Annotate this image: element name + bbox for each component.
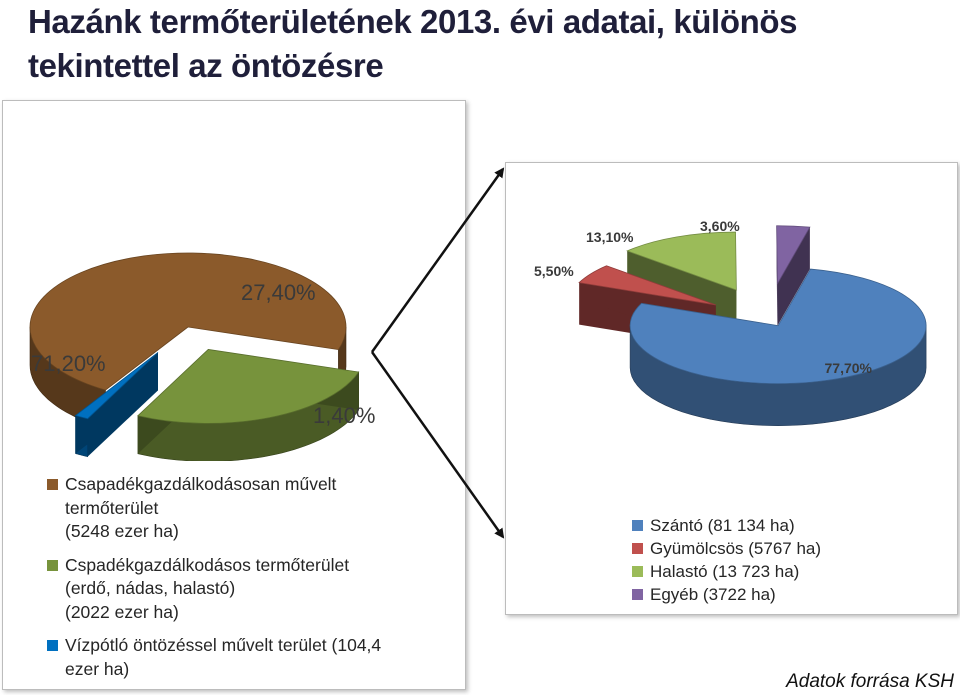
land-use-data-label-71-20: 71,20% — [31, 351, 106, 376]
legend-irrigated-line-2: ezer ha) — [65, 658, 130, 679]
irrigated-area-pie-chart: 77,70% 5,50% 13,10% 3,60% — [534, 218, 927, 427]
irrigated-area-legend: Szántó (81 134 ha) Gyümölcsös (5767 ha) … — [632, 514, 952, 606]
land-use-slice-cut-1-40 — [75, 352, 158, 454]
page-title: Hazánk termőterületének 2013. évi adatai… — [28, 0, 797, 88]
legend-irrigated-line-1: Vízpótló öntözéssel művelt terület (104,… — [65, 635, 382, 655]
title-line-1: Hazánk termőterületének 2013. évi adatai… — [28, 3, 798, 40]
land-use-data-label-1-40: 1,40% — [313, 403, 375, 428]
land-use-data-label-27-40: 27,40% — [241, 280, 316, 305]
legend-item-other: Egyéb (3722 ha) — [632, 583, 952, 606]
legend-swatch-arable — [632, 520, 643, 531]
land-use-chart-panel: 71,20% 27,40% 1,40% Csapadékgazdálkodásosa… — [2, 100, 466, 690]
legend-forest-line-1: Cspadékgazdálkodásos termőterület — [65, 554, 350, 575]
legend-item-arable: Szántó (81 134 ha) — [632, 514, 952, 537]
land-use-slice-71-20 — [29, 252, 347, 391]
legend-fishpond-label: Halastó (13 723 ha) — [650, 562, 800, 581]
legend-swatch-fishpond — [632, 566, 643, 577]
legend-arable-label: Szántó (81 134 ha) — [650, 516, 795, 535]
legend-swatch-forest — [47, 559, 58, 571]
data-source-note: Adatok forrása KSH — [786, 671, 954, 692]
irrigated-area-slice-13-10 — [626, 231, 737, 291]
legend-orchard-label: Gyümölcsös (5767 ha) — [650, 539, 822, 558]
irrigated-area-data-label-13-10: 13,10% — [586, 229, 634, 245]
legend-swatch-rainfed — [47, 479, 58, 490]
legend-rainfed-line-3: (5248 ezer ha) — [65, 521, 179, 541]
legend-swatch-irrigated — [47, 640, 58, 651]
legend-item-rainfed: Csapadékgazdálkodásosan művelt termőterü… — [47, 473, 457, 544]
land-use-slice-1-40 — [74, 352, 159, 420]
legend-item-irrigated: Vízpótló öntözéssel művelt terület (104,… — [47, 634, 457, 681]
land-use-pie-chart: 71,20% 27,40% 1,40% — [29, 252, 375, 461]
title-line-2: tekintettel az öntözésre — [28, 47, 384, 84]
legend-rainfed-line-1: Csapadékgazdálkodásosan művelt — [65, 474, 337, 494]
irrigated-area-slice-77-70 — [629, 268, 927, 385]
legend-other-label: Egyéb (3722 ha) — [650, 585, 776, 604]
irrigated-area-data-label-77-70: 77,70% — [825, 360, 873, 376]
legend-item-forest: Cspadékgazdálkodásos termőterület (erdő,… — [47, 554, 457, 625]
land-use-legend: Csapadékgazdálkodásosan művelt termőterü… — [47, 473, 457, 689]
irrigated-area-data-label-5-50: 5,50% — [534, 263, 574, 279]
legend-item-orchard: Gyümölcsös (5767 ha) — [632, 537, 952, 560]
legend-forest-line-2: (erdő, nádas, halastó) — [65, 578, 236, 598]
irrigated-area-slice-cut-3-60 — [777, 227, 810, 326]
land-use-slice-side-1-40 — [75, 352, 158, 458]
legend-rainfed-line-2: termőterület — [65, 497, 159, 518]
irrigated-area-data-label-3-60: 3,60% — [700, 218, 740, 234]
legend-swatch-other — [632, 589, 643, 600]
legend-forest-line-3: (2022 ezer ha) — [65, 601, 179, 622]
land-use-slice-27-40 — [137, 349, 360, 424]
irrigated-area-slice-3-60 — [776, 225, 811, 286]
legend-swatch-orchard — [632, 543, 643, 554]
irrigated-area-chart-panel: 77,70% 5,50% 13,10% 3,60% Szántó (81 134 ha… — [505, 162, 958, 615]
legend-item-fishpond: Halastó (13 723 ha) — [632, 560, 952, 583]
irrigated-area-slice-5-50 — [578, 265, 716, 306]
